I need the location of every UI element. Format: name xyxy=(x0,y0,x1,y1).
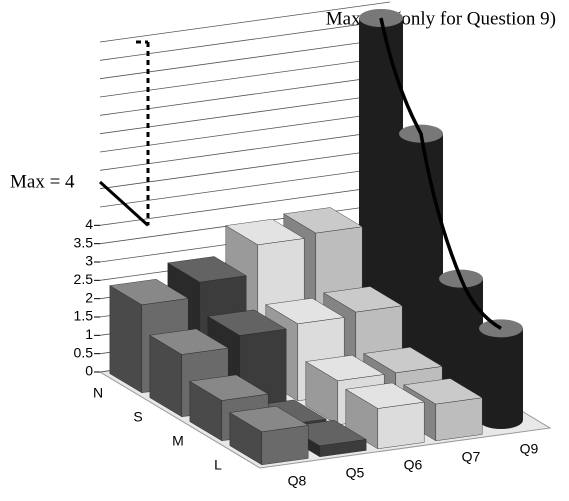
bar-top xyxy=(323,286,403,313)
bar-front xyxy=(377,401,425,450)
series-label: Q9 xyxy=(520,441,539,457)
category-label: M xyxy=(172,433,184,449)
annotation-max4: Max = 4 xyxy=(10,171,75,192)
category-label: S xyxy=(133,409,142,425)
series-label: Q7 xyxy=(462,449,481,465)
max4-pointer xyxy=(98,180,150,227)
grid-line xyxy=(99,56,391,98)
y-tick-label: 0.5 xyxy=(74,344,94,360)
bar xyxy=(399,124,443,381)
cylinder-body xyxy=(439,278,483,405)
series-label: Q5 xyxy=(346,465,365,481)
grid-line xyxy=(99,184,391,226)
bar-top xyxy=(225,218,305,246)
category-label: L xyxy=(214,457,222,473)
series-label: Q6 xyxy=(404,457,423,473)
bar xyxy=(439,269,483,405)
grid-line xyxy=(99,111,391,153)
series-label: Q8 xyxy=(288,473,307,489)
cylinder-body xyxy=(399,133,443,381)
y-tick-label: 1.5 xyxy=(74,308,94,324)
bar-top xyxy=(207,309,287,336)
y-tick-label: 3.5 xyxy=(74,234,94,250)
bar-top xyxy=(305,354,385,382)
grid-line xyxy=(99,166,391,208)
grid-line xyxy=(99,19,391,61)
y-tick-label: 2 xyxy=(85,289,93,305)
trend-curve xyxy=(379,17,502,330)
bar-top xyxy=(265,297,345,325)
bar-front xyxy=(435,397,483,442)
grid-line xyxy=(99,148,391,190)
bar-top xyxy=(109,278,189,306)
category-label: N xyxy=(93,385,103,401)
grid-line xyxy=(99,129,391,171)
y-tick-label: 3 xyxy=(85,253,93,269)
grid-line xyxy=(99,74,391,116)
cylinder-body xyxy=(479,328,523,429)
grid-line xyxy=(99,1,391,43)
bar-top xyxy=(403,378,483,405)
bar xyxy=(479,319,523,429)
bar-top xyxy=(149,328,229,355)
bar-top xyxy=(283,207,363,234)
grid-line xyxy=(99,93,391,135)
bar-top xyxy=(167,256,247,283)
bar-top xyxy=(363,346,443,374)
cylinder-body xyxy=(359,18,403,357)
y-tick-label: 1 xyxy=(85,326,93,342)
y-tick-label: 4 xyxy=(85,216,93,232)
y-tick-label: 2.5 xyxy=(74,271,94,287)
grid-line xyxy=(99,38,391,80)
bar xyxy=(229,405,309,466)
y-tick-label: 0 xyxy=(85,363,93,379)
bar-top xyxy=(189,374,269,401)
bar-top xyxy=(345,382,425,409)
bar-front xyxy=(261,425,309,466)
bar-top xyxy=(229,405,309,433)
